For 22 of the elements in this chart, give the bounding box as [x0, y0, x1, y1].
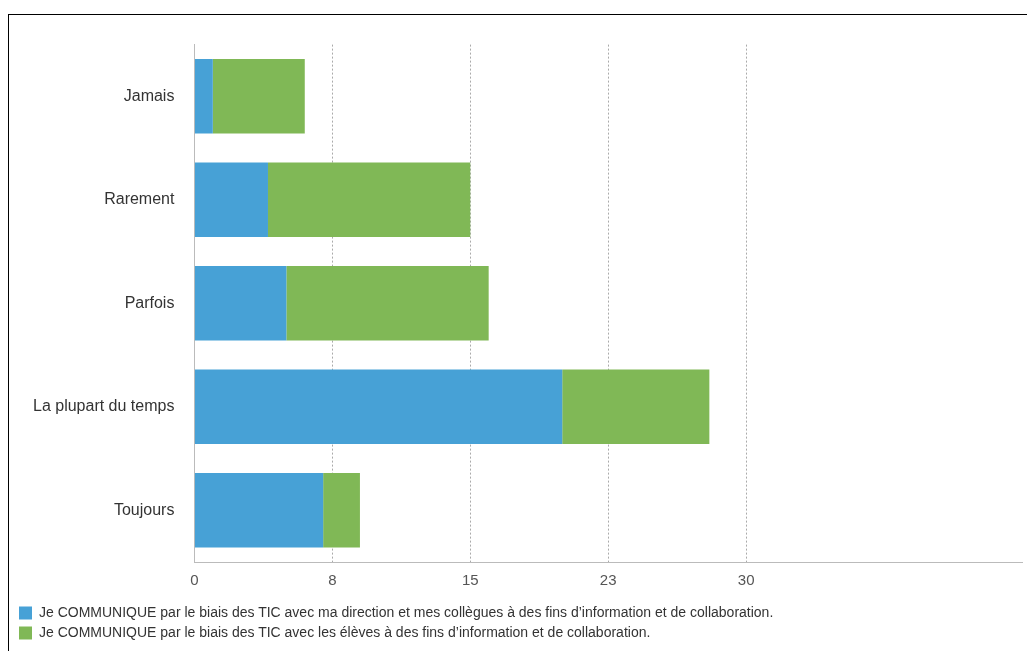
bar [212, 59, 305, 134]
bar [267, 162, 471, 238]
y-tick-label: Parfois [124, 293, 175, 311]
y-tick-label: Toujours [113, 500, 175, 518]
bar [286, 266, 489, 341]
bar [562, 369, 710, 445]
bar [323, 473, 360, 548]
bar [194, 59, 213, 134]
y-tick-label: Rarement [104, 190, 175, 208]
x-tick-label: 15 [461, 571, 479, 589]
legend-label: Je COMMUNIQUE par le biais des TIC avec ma direction et mes collègues à des fins d’information et de collaboration. [39, 603, 774, 620]
x-tick-label: 8 [328, 571, 337, 589]
bar [194, 369, 563, 445]
legend-label: Je COMMUNIQUE par le biais des TIC avec les élèves à des fins d’information et de collaboration. [39, 623, 651, 640]
y-tick-label: Jamais [123, 86, 175, 104]
y-tick-label: La plupart du temps [33, 397, 175, 415]
bar [194, 266, 287, 341]
bar [194, 473, 324, 548]
x-tick-label: 23 [599, 571, 617, 589]
bar [194, 162, 268, 238]
x-tick-label: 30 [737, 571, 755, 589]
x-tick-label: 0 [190, 571, 199, 589]
